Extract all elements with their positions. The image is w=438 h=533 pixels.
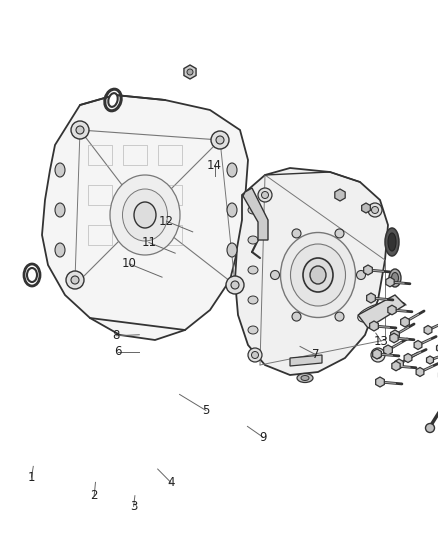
Polygon shape (367, 293, 375, 303)
Text: 10: 10 (122, 257, 137, 270)
Text: 2: 2 (90, 489, 98, 502)
Ellipse shape (371, 348, 385, 362)
Ellipse shape (374, 351, 381, 359)
Text: 4: 4 (167, 476, 175, 489)
Polygon shape (290, 355, 322, 366)
Ellipse shape (290, 244, 346, 306)
Text: 3: 3 (130, 500, 137, 513)
Polygon shape (370, 321, 378, 331)
Polygon shape (388, 305, 396, 315)
Polygon shape (364, 265, 372, 275)
Text: 5: 5 (202, 404, 209, 417)
Ellipse shape (231, 281, 239, 289)
Ellipse shape (134, 202, 156, 228)
Polygon shape (373, 349, 381, 359)
Polygon shape (335, 189, 345, 201)
Text: 1: 1 (28, 471, 35, 483)
Polygon shape (184, 65, 196, 79)
Text: 6: 6 (114, 345, 122, 358)
Polygon shape (414, 341, 422, 350)
Ellipse shape (66, 271, 84, 289)
Ellipse shape (357, 271, 365, 279)
Text: 9: 9 (259, 431, 267, 443)
Ellipse shape (389, 269, 401, 287)
Text: 8: 8 (113, 329, 120, 342)
Ellipse shape (55, 243, 65, 257)
Ellipse shape (226, 276, 244, 294)
Ellipse shape (335, 229, 344, 238)
Ellipse shape (248, 206, 258, 214)
Ellipse shape (71, 121, 89, 139)
Ellipse shape (108, 93, 118, 107)
Text: 12: 12 (159, 215, 174, 228)
Ellipse shape (227, 163, 237, 177)
Ellipse shape (71, 276, 79, 284)
Ellipse shape (368, 203, 382, 217)
Polygon shape (376, 377, 384, 387)
Ellipse shape (292, 312, 301, 321)
Ellipse shape (55, 203, 65, 217)
Ellipse shape (248, 266, 258, 274)
Polygon shape (404, 353, 412, 362)
Ellipse shape (27, 268, 37, 282)
Polygon shape (391, 330, 399, 340)
Polygon shape (386, 277, 394, 287)
Polygon shape (437, 344, 438, 352)
Ellipse shape (371, 206, 378, 214)
Ellipse shape (385, 228, 399, 256)
Ellipse shape (425, 424, 434, 432)
Ellipse shape (280, 232, 356, 318)
Ellipse shape (227, 203, 237, 217)
Ellipse shape (55, 163, 65, 177)
Text: 13: 13 (374, 335, 389, 348)
Polygon shape (358, 295, 405, 328)
Ellipse shape (335, 312, 344, 321)
Ellipse shape (271, 271, 279, 279)
Ellipse shape (248, 326, 258, 334)
Ellipse shape (248, 348, 262, 362)
Ellipse shape (110, 175, 180, 255)
Polygon shape (235, 168, 388, 375)
Ellipse shape (123, 189, 167, 241)
Ellipse shape (227, 243, 237, 257)
Ellipse shape (310, 266, 326, 284)
Ellipse shape (261, 191, 268, 198)
Text: 11: 11 (141, 236, 156, 249)
Polygon shape (384, 345, 392, 355)
Polygon shape (395, 359, 403, 369)
Ellipse shape (211, 131, 229, 149)
Ellipse shape (301, 376, 309, 381)
Ellipse shape (248, 296, 258, 304)
Text: 14: 14 (207, 159, 222, 172)
Polygon shape (424, 326, 432, 335)
Text: 7: 7 (311, 348, 319, 361)
Ellipse shape (392, 272, 399, 284)
Polygon shape (362, 203, 371, 213)
Polygon shape (392, 361, 400, 371)
Polygon shape (401, 317, 410, 327)
Ellipse shape (297, 374, 313, 383)
Ellipse shape (258, 188, 272, 202)
Polygon shape (42, 95, 248, 340)
Ellipse shape (216, 136, 224, 144)
Polygon shape (427, 356, 434, 364)
Ellipse shape (388, 233, 396, 251)
Ellipse shape (248, 236, 258, 244)
Polygon shape (416, 367, 424, 376)
Polygon shape (243, 188, 268, 240)
Polygon shape (390, 333, 398, 343)
Ellipse shape (76, 126, 84, 134)
Ellipse shape (292, 229, 301, 238)
Ellipse shape (251, 351, 258, 359)
Ellipse shape (303, 258, 333, 292)
Ellipse shape (187, 69, 193, 75)
